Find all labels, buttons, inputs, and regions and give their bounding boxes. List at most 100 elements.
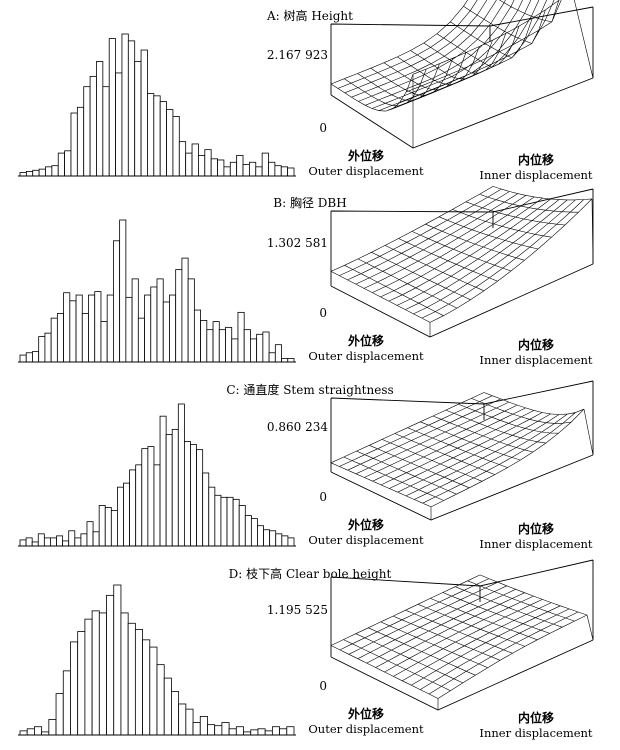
z-min-label: 0 (319, 306, 327, 320)
histogram-bar (19, 354, 27, 363)
histogram-bar (106, 294, 114, 363)
histogram-bar (92, 531, 100, 547)
histogram (18, 219, 296, 363)
histogram-bar (19, 172, 27, 177)
outer-axis-label-cn: 外位移 (348, 333, 384, 348)
histogram-bar (104, 507, 112, 547)
outer-axis-label-cn: 外位移 (348, 706, 384, 721)
histogram-bar (262, 331, 270, 363)
histogram-bar (68, 530, 76, 547)
histogram-bar (220, 496, 228, 547)
histogram-bar (268, 161, 276, 177)
histogram-bar (119, 219, 127, 363)
histogram-bar (264, 730, 273, 736)
histogram-bar (77, 631, 86, 736)
histogram-bar (287, 537, 295, 547)
outer-axis-label-cn: 外位移 (348, 148, 384, 163)
histogram-bar (229, 161, 238, 177)
histogram-bar (25, 171, 34, 177)
histogram-bar (50, 537, 57, 547)
histogram-bar (250, 338, 258, 363)
z-max-label: 1.195 525 (267, 603, 328, 617)
inner-axis-label-en: Inner displacement (479, 168, 593, 182)
z-min-label: 0 (319, 679, 327, 693)
histogram-bar (56, 313, 64, 363)
histogram-bar (263, 529, 271, 547)
histogram-bar (212, 321, 220, 363)
histogram-bar (81, 313, 89, 363)
histogram-bar (226, 496, 234, 547)
histogram-bar (84, 618, 93, 736)
histogram-bar (221, 722, 230, 736)
histogram-bar (178, 141, 187, 177)
histogram-bar (217, 159, 225, 177)
outer-axis-label-en: Outer displacement (308, 164, 424, 178)
histogram-bar (175, 269, 183, 363)
histogram-bar (56, 535, 64, 547)
inner-axis-label-en: Inner displacement (479, 537, 593, 551)
histogram-bar (69, 300, 77, 363)
surface-frame (330, 380, 594, 521)
histogram-bar (162, 301, 170, 363)
histogram-bar (44, 332, 52, 363)
z-max-label: 2.167 923 (267, 48, 328, 62)
histogram-bar (89, 75, 97, 177)
histogram-bar (113, 240, 121, 363)
histogram-bar (113, 584, 122, 736)
histogram-bar (38, 336, 46, 363)
histogram-bar (191, 143, 199, 177)
histogram-bar (235, 726, 244, 736)
histogram-bar (223, 166, 231, 177)
histogram-bar (183, 441, 191, 547)
histogram-bar (279, 728, 288, 736)
histogram-bar (242, 164, 250, 177)
histogram-bar (76, 106, 85, 177)
histogram-bar (169, 294, 177, 363)
histogram-bar (144, 294, 152, 363)
histogram-bar (268, 352, 276, 363)
histogram-bar (141, 448, 149, 547)
histogram-bar (256, 333, 264, 363)
histogram-bar (248, 161, 257, 177)
histogram-bar (26, 728, 35, 736)
histogram-bar (31, 541, 39, 547)
histogram-bar (275, 533, 283, 547)
histogram-bar (243, 329, 251, 363)
histogram-bar (200, 320, 208, 363)
histogram-bar (228, 728, 237, 736)
histogram-bar (25, 537, 33, 547)
histogram-bar (121, 33, 129, 177)
histogram-bar (236, 154, 244, 177)
histogram-bar (153, 464, 161, 547)
histogram-bar (147, 446, 155, 547)
histogram-bar (280, 166, 289, 177)
histogram-bar (102, 86, 110, 177)
histogram-bar (120, 612, 129, 736)
z-min-label: 0 (319, 121, 327, 135)
histogram-bar (123, 482, 131, 547)
histogram-bar (250, 518, 258, 547)
surface-mesh (330, 186, 594, 337)
histogram-bar (210, 158, 218, 177)
histogram-bar (38, 168, 46, 177)
histogram-bar (96, 61, 104, 177)
histogram-bar (171, 428, 179, 547)
histogram-bar (83, 86, 91, 177)
histogram-bar (225, 326, 233, 363)
histogram-bar (62, 540, 70, 547)
histogram-bar (218, 329, 226, 363)
outer-axis-label-en: Outer displacement (308, 722, 424, 736)
histogram-bar (127, 40, 136, 177)
histogram-bar (115, 72, 123, 177)
histogram-bar (165, 434, 173, 547)
histogram-bar (98, 612, 107, 736)
histogram-bar (43, 537, 51, 547)
histogram-bar (208, 486, 216, 547)
histogram-bar (281, 358, 289, 363)
histogram-bar (156, 278, 164, 363)
histogram-bar (185, 708, 194, 736)
